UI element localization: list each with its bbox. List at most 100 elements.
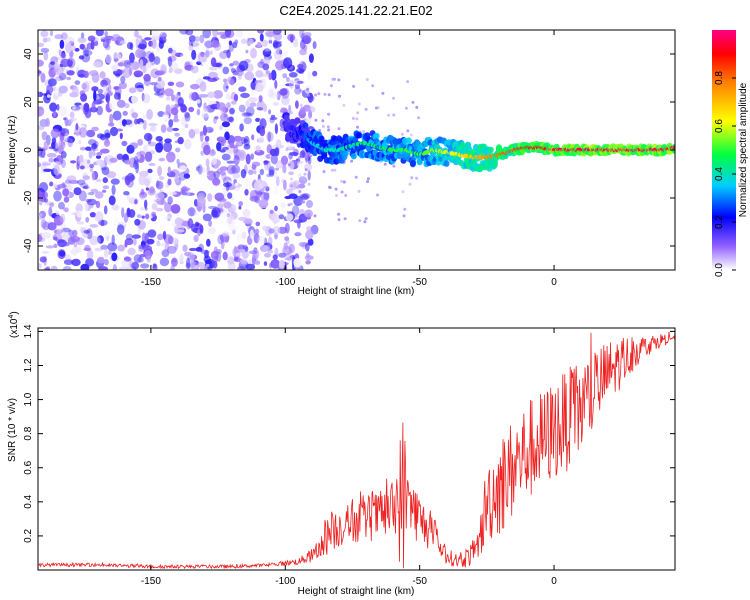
heatmap-noise-cell <box>55 226 64 231</box>
heatmap-noise-cell <box>182 244 188 252</box>
heatmap-noise-cell <box>87 198 97 206</box>
heatmap-noise-cell <box>269 209 274 214</box>
heatmap-noise-cell <box>180 117 187 127</box>
heatmap-noise-cell <box>107 242 118 252</box>
heatmap-noise-cell <box>165 96 171 101</box>
heatmap-noise-cell <box>190 223 197 232</box>
heatmap-noise-cell <box>158 176 165 181</box>
heatmap-noise-cell <box>269 116 278 121</box>
heatmap-noise-cell <box>39 256 47 263</box>
heatmap-noise-cell <box>119 132 123 140</box>
heatmap-noise-cell <box>274 168 277 179</box>
heatmap-noise-cell <box>159 31 167 38</box>
heatmap-noise-cell <box>58 250 66 257</box>
heatmap-noise-cell <box>222 66 230 75</box>
heatmap-noise-cell <box>232 70 239 76</box>
heatmap-noise-cell <box>295 100 299 109</box>
heatmap-noise-cell <box>178 171 187 181</box>
heatmap-noise-cell <box>231 100 237 105</box>
heatmap-noise-cell <box>287 163 291 167</box>
heatmap-noise-cell <box>229 78 235 86</box>
heatmap-noise-cell <box>92 61 102 68</box>
heatmap-noise-cell <box>108 122 115 127</box>
heatmap-noise-cell <box>257 137 265 143</box>
heatmap-noise-cell <box>68 119 74 124</box>
heatmap-noise-cell <box>167 56 173 67</box>
heatmap-noise-cell <box>297 179 305 184</box>
heatmap-noise-cell <box>293 38 299 48</box>
heatmap-noise-cell <box>288 79 295 89</box>
heatmap-noise-cell <box>190 83 200 90</box>
heatmap-noise-cell <box>343 217 347 221</box>
heatmap-noise-cell <box>50 61 56 65</box>
heatmap-noise-cell <box>213 90 224 99</box>
heatmap-noise-cell <box>254 80 258 84</box>
heatmap-noise-cell <box>239 123 244 132</box>
heatmap-noise-cell <box>49 102 57 112</box>
heatmap-noise-cell <box>342 103 346 107</box>
heatmap-noise-cell <box>274 79 278 89</box>
heatmap-noise-cell <box>103 129 111 140</box>
heatmap-noise-cell <box>216 197 227 203</box>
heatmap-noise-cell <box>226 49 231 59</box>
heatmap-noise-cell <box>183 173 191 179</box>
heatmap-noise-cell <box>105 93 111 104</box>
heatmap-noise-cell <box>232 60 239 66</box>
heatmap-noise-cell <box>363 220 367 224</box>
heatmap-noise-cell <box>211 209 218 218</box>
heatmap-noise-cell <box>230 68 237 73</box>
heatmap-noise-cell <box>297 63 304 69</box>
heatmap-noise-cell <box>301 32 305 43</box>
heatmap-noise-cell <box>298 155 302 159</box>
heatmap-noise-cell <box>222 251 228 261</box>
colorbar-gradient <box>712 30 736 270</box>
heatmap-noise-cell <box>102 185 110 189</box>
heatmap-noise-cell <box>286 251 293 261</box>
heatmap-noise-cell <box>202 125 207 136</box>
heatmap-noise-cell <box>229 167 239 174</box>
heatmap-noise-cell <box>227 216 233 225</box>
heatmap-noise-cell <box>415 105 419 109</box>
heatmap-noise-cell <box>46 152 57 158</box>
heatmap-noise-cell <box>61 227 71 233</box>
heatmap-noise-cell <box>98 266 108 270</box>
heatmap-noise-cell <box>274 205 278 212</box>
heatmap-noise-cell <box>331 77 335 81</box>
heatmap-noise-cell <box>205 158 210 168</box>
heatmap-noise-cell <box>166 151 176 163</box>
heatmap-noise-cell <box>138 174 147 186</box>
heatmap-noise-cell <box>207 193 213 202</box>
heatmap-noise-cell <box>181 125 186 136</box>
heatmap-noise-cell <box>263 49 266 57</box>
heatmap-noise-cell <box>96 151 103 156</box>
heatmap-noise-cell <box>46 94 51 98</box>
heatmap-noise-cell <box>44 198 49 203</box>
heatmap-noise-cell <box>79 146 87 151</box>
heatmap-noise-cell <box>70 235 80 243</box>
heatmap-noise-cell <box>262 103 268 112</box>
heatmap-noise-cell <box>53 164 60 176</box>
snr-series-line <box>38 331 675 570</box>
heatmap-noise-cell <box>203 102 207 112</box>
heatmap-noise-cell <box>306 252 310 258</box>
heatmap-noise-cell <box>199 131 204 143</box>
heatmap-noise-cell <box>110 37 118 42</box>
heatmap-noise-cell <box>186 257 191 269</box>
heatmap-noise-cell <box>59 39 65 49</box>
heatmap-noise-cell <box>142 119 147 131</box>
heatmap-noise-cell <box>43 168 53 172</box>
heatmap-noise-cell <box>278 214 285 220</box>
heatmap-noise-cell <box>87 35 96 42</box>
heatmap-noise-cell <box>212 30 218 38</box>
heatmap-noise-cell <box>285 213 294 222</box>
heatmap-noise-cell <box>179 253 184 262</box>
x-tick-label: -50 <box>412 576 427 587</box>
heatmap-noise-cell <box>268 72 273 81</box>
heatmap-noise-cell <box>168 47 173 54</box>
heatmap-noise-cell <box>243 138 248 143</box>
heatmap-noise-cell <box>96 237 101 245</box>
heatmap-noise-cell <box>282 164 287 174</box>
heatmap-noise-cell <box>278 252 287 258</box>
heatmap-noise-cell <box>137 43 147 50</box>
heatmap-noise-cell <box>322 170 326 174</box>
